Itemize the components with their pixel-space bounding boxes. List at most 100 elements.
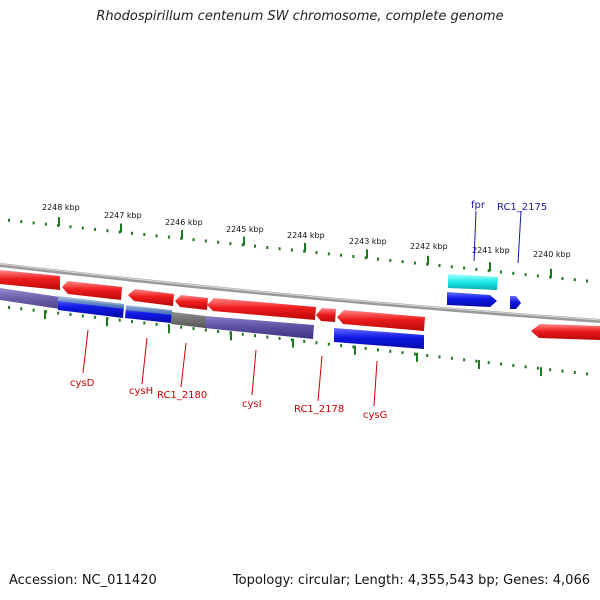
- gene-label-cysD: cysD: [70, 378, 95, 389]
- scale-dot: [389, 349, 392, 353]
- gene-label-cysH: cysH: [129, 386, 153, 397]
- scale-dot: [327, 342, 330, 346]
- scale-dot: [20, 220, 23, 224]
- scale-dot: [426, 354, 429, 357]
- scale-dot: [254, 334, 256, 338]
- scale-label-2240: 2240 kbp: [533, 250, 571, 259]
- scale-dot: [8, 218, 10, 222]
- scale-dot: [241, 332, 244, 336]
- scale-dot: [266, 246, 269, 249]
- scale-dot: [536, 274, 539, 278]
- scale-dot: [475, 267, 478, 271]
- leader-RC1_2180: [180, 342, 187, 388]
- scale-dot: [20, 307, 23, 311]
- reverse-genes: [0, 270, 600, 340]
- gene-label-RC1_2180: RC1_2180: [157, 390, 207, 401]
- gene-bar-RC1_2180-grey: [171, 312, 206, 328]
- gene-arrow-cysD: [62, 281, 122, 300]
- scale-dot: [204, 328, 207, 332]
- scale-dot: [106, 229, 109, 233]
- scale-dot: [266, 335, 269, 339]
- scale-dot: [118, 230, 121, 234]
- scale-dot: [413, 352, 416, 356]
- scale-label-2247: 2247 kbp: [104, 211, 142, 220]
- scale-dot: [586, 279, 589, 283]
- scale-dot: [340, 253, 343, 257]
- scale-dot: [143, 321, 146, 325]
- scale-dot: [217, 330, 220, 333]
- scale-dot: [401, 351, 404, 355]
- scale-dot: [475, 359, 478, 363]
- scale-dot: [278, 247, 281, 251]
- scale-dot: [500, 270, 502, 274]
- scale-dot: [549, 368, 552, 372]
- scale-dot: [573, 278, 576, 282]
- scale-label-2241: 2241 kbp: [472, 246, 510, 255]
- scale-labels: 2248 kbp 2247 kbp 2246 kbp 2245 kbp 2244…: [42, 203, 571, 259]
- feature-band-purple-left: [0, 288, 60, 309]
- scale-dot: [401, 260, 404, 264]
- scale-label-2245: 2245 kbp: [226, 225, 264, 234]
- scale-tick: [58, 217, 60, 227]
- scale-dot: [204, 239, 207, 243]
- scale-tick: [230, 331, 232, 341]
- scale-dot: [364, 346, 367, 350]
- gene-label-cysG: cysG: [363, 410, 387, 421]
- map-title: Rhodospirillum centenum SW chromosome, c…: [96, 9, 504, 24]
- scale-tick: [181, 230, 183, 239]
- gene-arrow-cysI: [207, 298, 316, 320]
- scale-dot: [44, 222, 47, 226]
- chromosome-backbone-highlight: [0, 263, 600, 321]
- forward-genes: [58, 274, 521, 349]
- scale-label-2244: 2244 kbp: [287, 231, 325, 240]
- label-leader-lines: [82, 210, 522, 407]
- scale-dot: [487, 269, 490, 273]
- scale-dot: [81, 314, 84, 318]
- scale-tick: [243, 236, 245, 246]
- scale-dot: [536, 366, 539, 370]
- scale-dot: [573, 371, 576, 374]
- scale-dot: [315, 251, 318, 255]
- gene-arrow-RC1_2180: [175, 295, 208, 310]
- scale-dot: [217, 240, 220, 244]
- gene-bar-cysG-blue: [334, 328, 424, 349]
- scale-dot: [69, 225, 72, 229]
- scale-tick: [427, 255, 429, 265]
- scale-dot: [94, 227, 97, 231]
- scale-dot: [180, 325, 183, 329]
- chromosome-backbone: [0, 263, 600, 323]
- leader-fpr: [473, 210, 477, 262]
- scale-dot: [143, 233, 146, 236]
- scale-dot: [131, 320, 133, 324]
- scale-dot: [377, 348, 379, 352]
- scale-dot: [524, 273, 527, 277]
- scale-dot: [364, 256, 367, 260]
- scale-dot: [340, 344, 343, 348]
- scale-tick: [416, 352, 418, 362]
- scale-tick: [354, 345, 356, 355]
- scale-dot: [118, 318, 121, 322]
- outer-scale-ring: [8, 217, 589, 283]
- feature-band-purple-cysI: [204, 316, 314, 339]
- scale-tick: [120, 223, 122, 233]
- scale-dot: [377, 257, 379, 261]
- inner-scale-ring: [8, 305, 589, 377]
- scale-dot: [81, 226, 84, 230]
- scale-dot: [512, 271, 515, 275]
- topology-text: Topology: circular; Length: 4,355,543 bp…: [232, 573, 590, 588]
- scale-tick: [550, 268, 552, 278]
- gene-arrow-cysG: [337, 310, 425, 331]
- leader-RC1_2175: [517, 210, 522, 264]
- scale-dot: [524, 365, 527, 369]
- scale-dot: [352, 345, 355, 349]
- leader-cysD: [82, 329, 89, 374]
- gene-label-RC1_2178: RC1_2178: [294, 404, 344, 415]
- scale-tick: [106, 317, 108, 327]
- gene-arrow-fpr: [447, 292, 497, 307]
- scale-dot: [586, 372, 589, 376]
- scale-dot: [254, 244, 256, 248]
- scale-dot: [438, 264, 441, 267]
- gene-arrow-RC1_2178: [316, 308, 336, 322]
- scale-label-2248: 2248 kbp: [42, 203, 80, 212]
- gene-bar-cysH-steel: [126, 305, 172, 315]
